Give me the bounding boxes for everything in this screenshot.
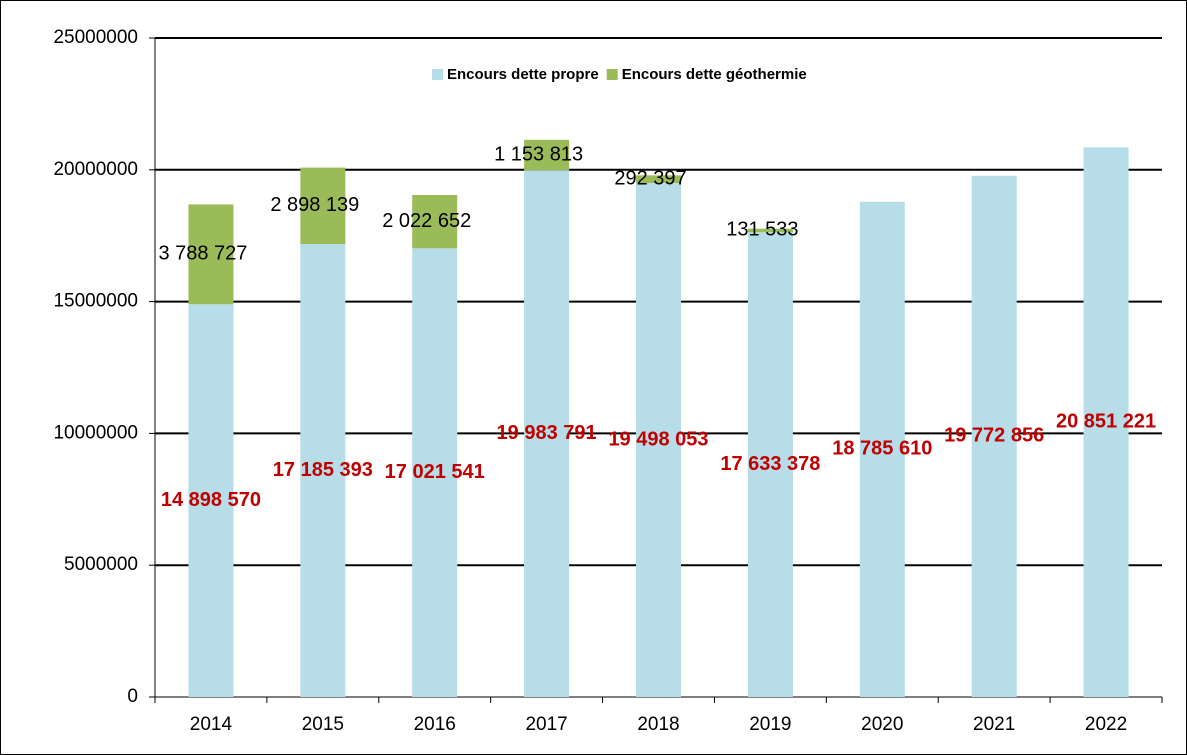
bar-segment [412,194,458,249]
x-tick-label: 2014 [190,714,233,735]
data-label: 2 022 652 [382,210,471,232]
bar-segment [636,183,681,698]
bar-segment [524,139,570,171]
bar-segment [300,167,346,244]
data-label: 18 785 610 [832,438,932,460]
legend-label: Encours dette propre [447,66,599,83]
x-tick-label: 2015 [302,714,344,735]
data-label: 17 021 541 [385,461,485,483]
legend-swatch [606,69,618,80]
y-tick-label: 25000000 [53,27,138,48]
x-tick-label: 2021 [973,714,1015,735]
data-label: 19 498 053 [608,428,708,450]
y-tick-label: 0 [127,686,138,707]
x-tick-label: 2022 [1085,714,1127,735]
data-label: 1 153 813 [494,143,583,165]
data-label: 2 898 139 [270,194,359,216]
x-tick-label: 2019 [749,714,791,735]
data-label: 19 983 791 [497,422,597,444]
bar-segment [747,232,793,698]
data-label: 14 898 570 [161,489,261,511]
y-tick-label: 15000000 [53,291,138,312]
x-tick-label: 2020 [861,714,903,735]
x-tick-label: 2017 [525,714,567,735]
bar-segment [300,243,346,697]
bar-segment [1083,147,1129,697]
x-tick-label: 2018 [637,714,679,735]
x-tick-label: 2016 [414,714,456,735]
data-label: 19 772 856 [944,425,1044,447]
legend-label: Encours dette géothermie [622,66,807,83]
bar-segment [971,175,1017,697]
data-label: 3 788 727 [158,243,247,265]
y-tick-label: 10000000 [53,422,138,443]
y-tick-label: 20000000 [53,159,138,180]
legend-swatch [432,69,443,80]
bar-segment [859,201,905,697]
bar-segment [188,204,234,305]
bar-segment [524,170,570,697]
data-label: 292 397 [614,167,686,189]
bar-segment [747,228,793,233]
data-label: 20 851 221 [1056,410,1156,432]
data-label: 17 185 393 [273,459,373,481]
y-tick-label: 5000000 [64,554,138,575]
bar-segment [636,175,681,184]
bar-segment [412,248,458,697]
data-label: 17 633 378 [720,453,820,475]
bar-segment [188,304,234,697]
data-label: 131 533 [726,219,798,241]
